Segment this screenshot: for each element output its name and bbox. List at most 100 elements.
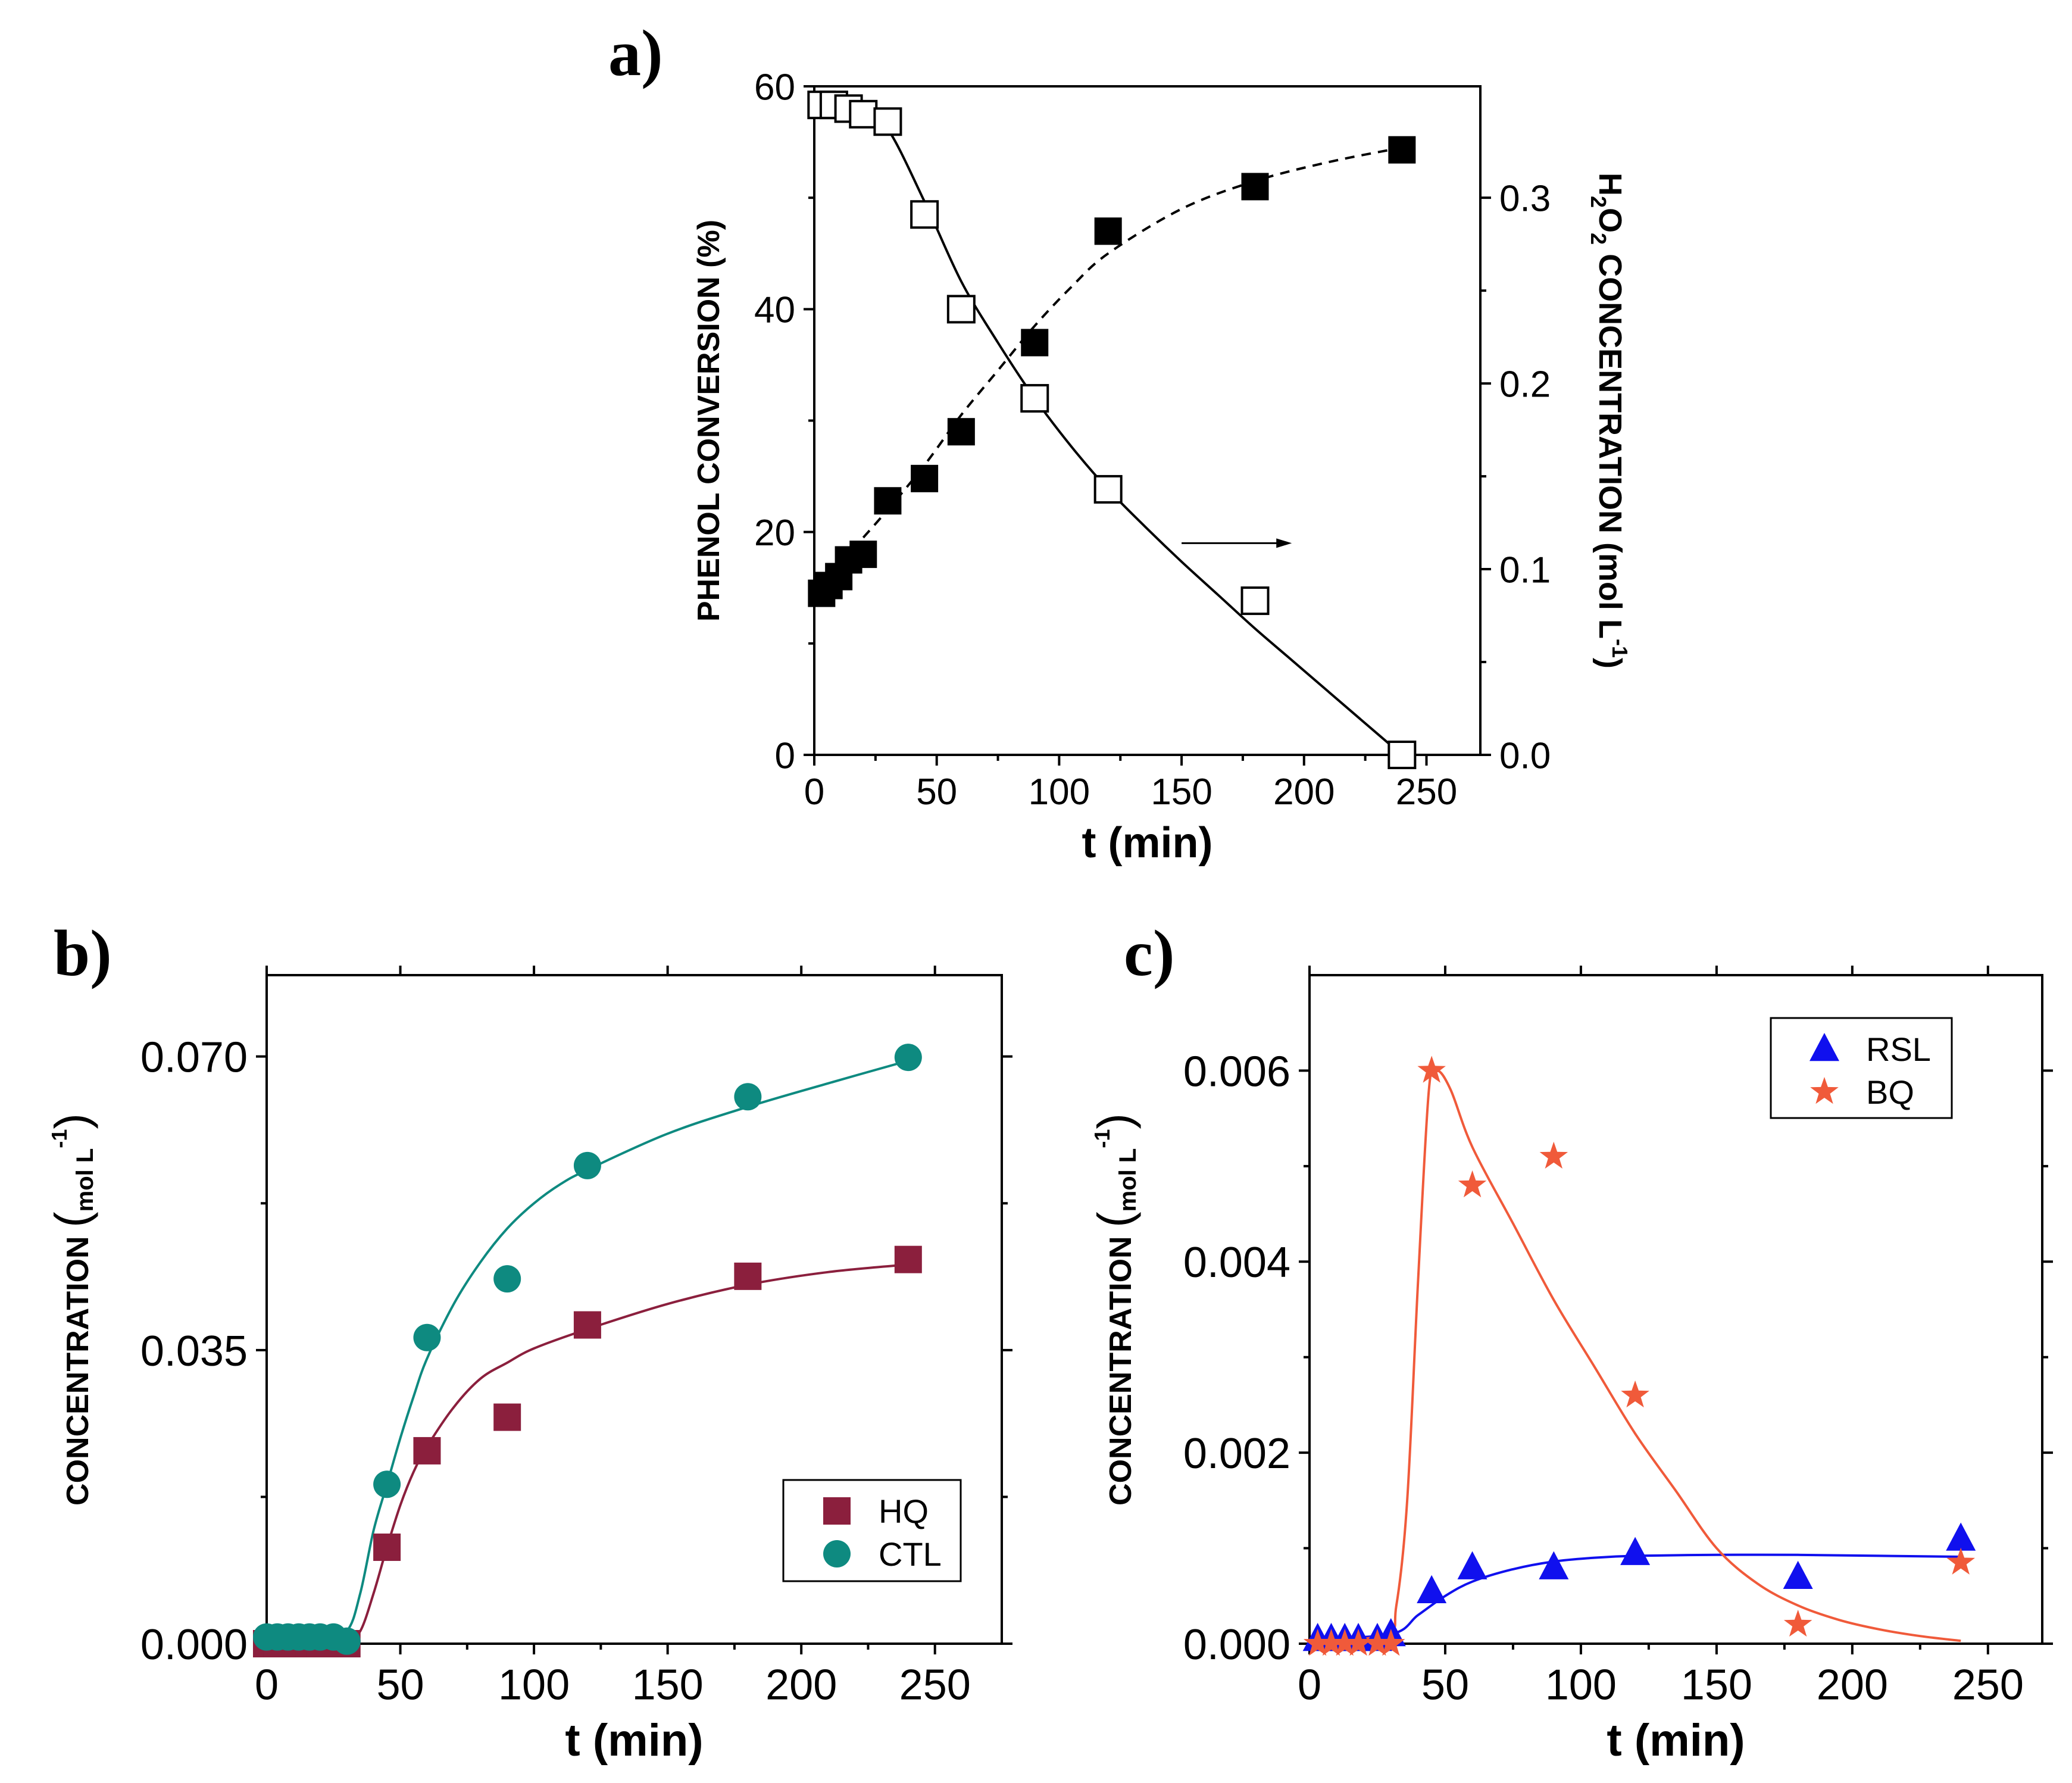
y2-tick-label: 0.2 — [1499, 364, 1551, 405]
x-tick-label: 50 — [916, 772, 957, 813]
y2-axis-label-part: CONCENTRATION (mol L — [1592, 245, 1628, 639]
data-point-rsl — [1946, 1522, 1976, 1551]
plot-frame — [813, 85, 1482, 756]
x-tick-label: 0 — [255, 1662, 279, 1709]
x-tick-label: 200 — [765, 1662, 837, 1709]
y2-axis-label-part: 2 — [1586, 233, 1611, 245]
x-tick-label: 200 — [1273, 772, 1335, 813]
y-tick-label: 40 — [754, 290, 795, 331]
y-axis-label-part: ) — [45, 1113, 98, 1129]
x-tick-label: 0 — [804, 772, 824, 813]
data-point-hq — [413, 1437, 441, 1465]
data-point-h2o2-concentration — [1020, 384, 1049, 413]
data-point-phenol-conversion — [1094, 217, 1122, 245]
y-tick-label: 0.006 — [1183, 1048, 1290, 1095]
data-point-bq — [1330, 1629, 1359, 1656]
fit-line-phenol-conversion — [862, 146, 1402, 539]
y-axis-label-part: mol L — [1115, 1148, 1141, 1212]
data-point-h2o2-concentration — [1387, 741, 1417, 769]
data-point-rsl — [1620, 1537, 1651, 1565]
fit-line-bq — [1309, 1066, 1961, 1645]
legend-marker-rsl — [1810, 1033, 1839, 1061]
plot-frame — [265, 974, 1003, 1645]
data-point-bq — [1783, 1609, 1812, 1637]
y2-axis-label-part: O — [1592, 208, 1628, 233]
y2-axis-label-part: 2 — [1586, 196, 1611, 208]
x-axis-label: t (min) — [1607, 1715, 1745, 1766]
data-point-bq — [1344, 1629, 1373, 1656]
legend-box — [782, 1479, 962, 1582]
x-axis-label: t (min) — [1082, 819, 1213, 867]
data-point-rsl — [1417, 1575, 1447, 1604]
data-point-ctl — [413, 1323, 441, 1351]
y2-tick-label: 0.0 — [1499, 735, 1551, 776]
x-tick-label: 150 — [1151, 772, 1212, 813]
data-point-phenol-conversion — [1241, 173, 1269, 201]
data-point-phenol-conversion — [849, 541, 877, 569]
legend-marker-hq — [823, 1497, 851, 1525]
x-tick-label: 100 — [498, 1662, 570, 1709]
x-tick-label: 150 — [632, 1662, 704, 1709]
data-point-hq — [373, 1533, 401, 1561]
data-point-ctl — [734, 1083, 762, 1111]
fit-line-rsl — [1309, 1553, 1961, 1640]
y2-axis-label-part: ) — [1592, 658, 1628, 669]
legend-label-bq: BQ — [1866, 1073, 1914, 1111]
data-point-h2o2-concentration — [946, 295, 976, 324]
x-tick-label: 0 — [1298, 1662, 1321, 1709]
panel-label: b) — [54, 917, 112, 989]
plot-frame — [1308, 974, 2043, 1645]
y-tick-label: 0.002 — [1183, 1430, 1290, 1478]
data-point-hq — [493, 1403, 521, 1431]
y2-axis-label-part: H — [1592, 173, 1628, 196]
data-point-h2o2-concentration — [1240, 586, 1270, 616]
y2-axis-label-part: -1 — [1608, 639, 1632, 658]
y-tick-label: 0.000 — [140, 1621, 248, 1669]
data-point-rsl — [1783, 1560, 1813, 1589]
data-point-bq — [1377, 1629, 1405, 1656]
data-point-hq — [734, 1262, 762, 1290]
y-tick-label: 0.004 — [1183, 1239, 1290, 1286]
data-point-ctl — [573, 1151, 601, 1179]
y-axis-label: CONCENTRATION (mol L-1) — [45, 1113, 98, 1506]
arrow-head — [1276, 538, 1292, 548]
x-tick-label: 250 — [899, 1662, 971, 1709]
x-tick-label: 100 — [1545, 1662, 1617, 1709]
data-point-phenol-conversion — [1388, 136, 1416, 164]
y-axis-label-part: -1 — [1090, 1129, 1114, 1148]
x-tick-label: 250 — [1396, 772, 1457, 813]
y-tick-label: 60 — [754, 67, 795, 108]
data-point-h2o2-concentration — [873, 107, 902, 136]
y-tick-label: 0 — [775, 735, 795, 776]
data-point-bq — [1363, 1629, 1392, 1656]
data-point-bq — [1946, 1547, 1975, 1575]
data-point-bq — [1317, 1629, 1346, 1656]
data-point-ctl — [894, 1044, 922, 1072]
x-tick-label: 250 — [1952, 1662, 2024, 1709]
y-axis-label-part: ( — [45, 1211, 98, 1228]
data-point-bq — [1458, 1170, 1487, 1198]
data-point-phenol-conversion — [874, 487, 902, 515]
y-axis-label-part: CONCENTRATION — [61, 1228, 95, 1506]
x-axis-label: t (min) — [565, 1715, 703, 1766]
data-point-h2o2-concentration — [849, 99, 878, 129]
x-tick-label: 100 — [1029, 772, 1090, 813]
legend-marker-ctl — [823, 1540, 851, 1567]
data-point-phenol-conversion — [911, 464, 939, 492]
y-axis-label-part: mol L — [72, 1148, 98, 1212]
legend-label-rsl: RSL — [1866, 1031, 1931, 1068]
y-axis-label-part: -1 — [47, 1129, 71, 1148]
y-axis-label-part: CONCENTRATION — [1104, 1228, 1138, 1506]
data-point-bq — [1621, 1380, 1649, 1408]
y-axis-label-part: ( — [1088, 1211, 1141, 1228]
data-point-phenol-conversion — [1021, 329, 1049, 357]
data-point-bq — [1539, 1141, 1568, 1169]
legend-label-hq: HQ — [879, 1492, 929, 1530]
y-tick-label: 0.070 — [140, 1034, 248, 1082]
data-point-h2o2-concentration — [1093, 474, 1123, 504]
y2-tick-label: 0.1 — [1499, 549, 1551, 591]
data-point-bq — [1417, 1056, 1446, 1083]
y-tick-label: 0.035 — [140, 1328, 248, 1375]
